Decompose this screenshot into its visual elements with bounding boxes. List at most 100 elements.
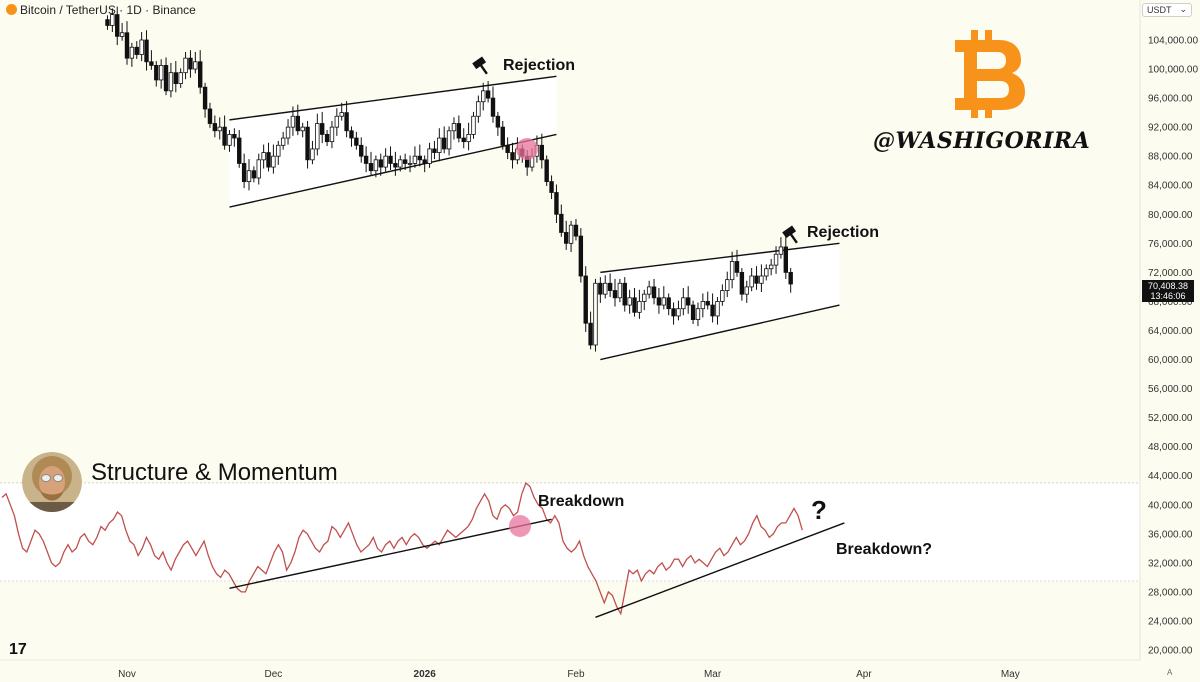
candle-body [564,232,569,244]
y-tick-label: 36,000.00 [1148,529,1193,540]
candle-body [276,144,281,157]
annotation-rejection-1: Rejection [503,57,575,74]
candle-body [105,19,110,26]
candle-body [481,90,486,103]
tradingview-logo[interactable]: 17 [9,641,27,658]
bar-countdown: 13:46:06 [1150,291,1186,301]
y-tick-label: 60,000.00 [1148,355,1193,366]
candle-body [754,275,759,284]
candle-body [573,224,579,237]
candle-body [729,261,735,281]
candles [105,6,793,352]
candle-body [783,246,788,273]
x-tick-label: May [1001,669,1020,680]
candle-body [588,322,593,346]
candle-body [456,123,462,139]
last-price: 70,408.38 [1147,281,1189,291]
channel-fill-2 [600,243,840,360]
candle-body [568,224,574,244]
candle-body [197,61,203,88]
candle-body [124,32,130,59]
candle-body [251,170,257,179]
avatar [22,452,82,512]
candle-body [617,282,623,299]
y-tick-label: 100,000.00 [1148,65,1198,76]
candle-body [373,159,379,172]
y-tick-label: 24,000.00 [1148,616,1193,627]
auto-scale-button[interactable]: A [1167,668,1173,677]
y-tick-label: 48,000.00 [1148,442,1193,453]
candle-body [739,271,745,295]
candle-body [505,144,510,153]
candle-body [612,290,618,299]
candle-body [202,86,208,110]
candle-body [188,57,193,70]
candle-body [173,72,178,84]
candle-body [407,163,413,165]
candle-body [319,123,325,135]
candle-body [334,115,340,128]
candle-body [710,304,715,317]
candle-body [686,297,691,306]
candle-body [651,286,657,299]
candle-body [432,148,437,153]
candle-body [193,61,198,70]
candle-body [637,301,642,313]
y-tick-label: 28,000.00 [1148,587,1193,598]
y-tick-label: 96,000.00 [1148,94,1193,105]
y-tick-label: 20,000.00 [1148,646,1193,657]
candle-body [290,115,296,128]
y-tick-label: 32,000.00 [1148,558,1193,569]
y-tick-label: 68,000.00 [1148,297,1193,308]
candle-body [627,297,632,306]
symbol-title[interactable]: Bitcoin / TetherUS · 1D · Binance [6,3,196,17]
annotation-rejection-2: Rejection [807,224,879,241]
y-tick-label: 88,000.00 [1148,152,1193,163]
candle-body [646,286,652,295]
candle-body [578,235,584,277]
channel-upper-line [600,242,840,274]
momentum-line [1,481,803,616]
candle-body [690,304,696,320]
candle-body [129,46,135,59]
currency-selector[interactable]: USDT ⌄ [1142,3,1192,17]
candle-body [788,271,793,285]
candle-body [764,268,769,277]
candle-body [734,261,740,273]
candle-body [490,97,496,117]
candle-body [261,152,266,161]
candle-body [168,72,174,92]
candle-body [593,282,598,346]
momentum-band [0,482,1140,582]
candle-body [632,297,637,313]
candle-body [427,148,432,164]
candle-body [681,297,686,310]
candle-body [485,90,491,99]
candle-body [285,126,291,139]
annotation-breakdown-q: Breakdown? [836,541,932,558]
candle-body [495,115,501,128]
annotation-question-mark: ? [811,495,827,525]
candle-body [607,282,613,291]
candle-body [441,137,447,150]
candle-body [163,65,169,92]
candle-body [393,163,398,168]
y-tick-label: 84,000.00 [1148,181,1193,192]
candle-body [715,301,720,317]
candle-body [266,152,271,168]
candle-body [720,290,725,302]
candle-body [666,297,671,310]
candle-body [134,46,139,55]
candle-body [256,159,261,179]
x-tick-label: Dec [265,669,283,680]
candle-body [217,126,222,132]
candle-body [725,279,730,291]
candle-body [344,112,349,132]
x-tick-label: Nov [118,669,136,680]
x-tick-label: Mar [704,669,722,680]
candle-body [676,308,681,317]
candle-body [139,39,144,55]
candle-body [154,65,159,81]
candle-body [402,159,408,164]
